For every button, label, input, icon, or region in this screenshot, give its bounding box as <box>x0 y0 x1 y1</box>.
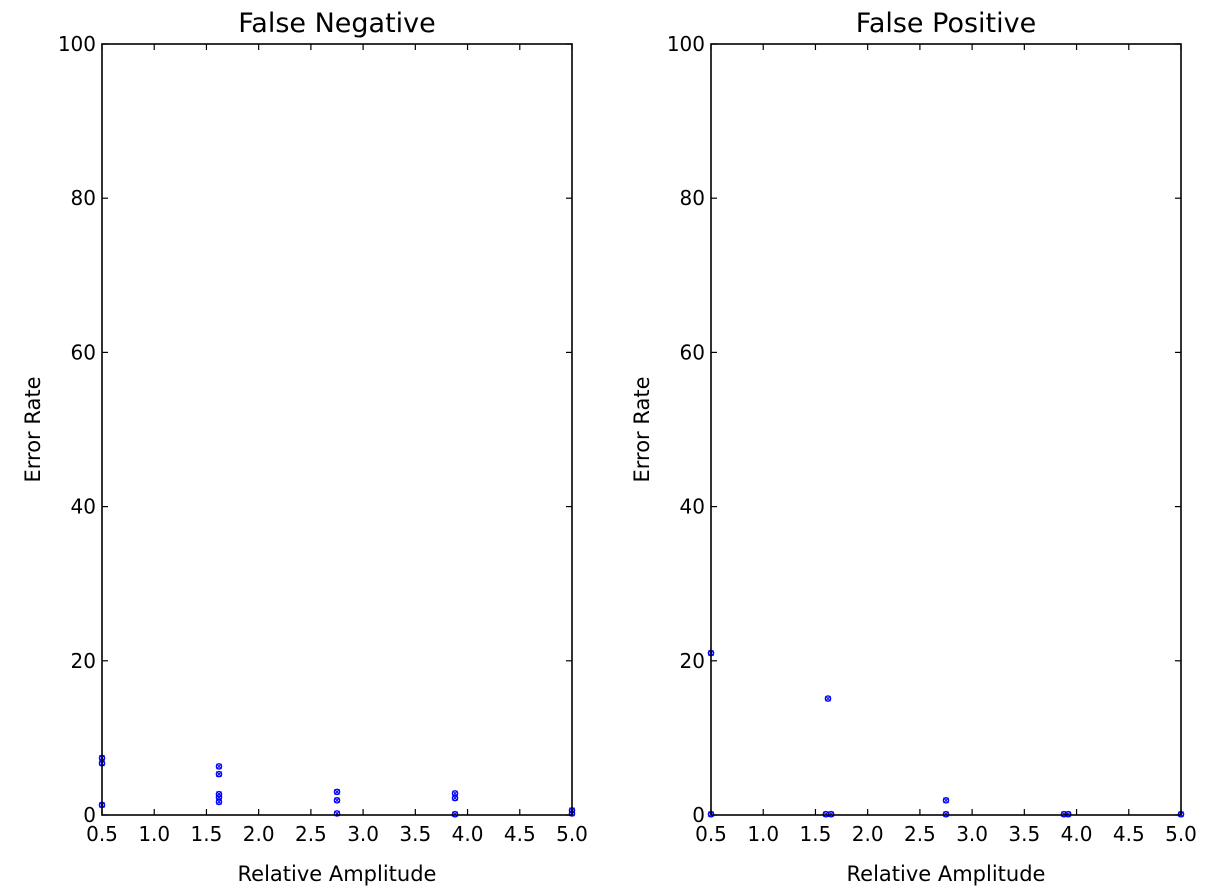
false-positive-title: False Positive <box>856 8 1036 39</box>
false-positive-x-tick-label: 4.5 <box>1113 822 1145 846</box>
false-negative-x-tick-label: 3.5 <box>399 822 431 846</box>
false-negative-y-tick-label: 100 <box>58 32 96 56</box>
false-negative-points <box>98 754 576 818</box>
false-negative-y-tick-label: 80 <box>71 186 96 210</box>
false-negative-data-point <box>215 770 223 778</box>
false-negative-x-tick-label: 4.0 <box>452 822 484 846</box>
false-negative-x-tick-label: 3.0 <box>347 822 379 846</box>
false-negative-x-tick-label: 4.5 <box>504 822 536 846</box>
false-positive-x-tick-label: 4.0 <box>1061 822 1093 846</box>
false-negative-ticks: 0.5 1.0 1.5 2.0 2.5 3.0 3.5 4.0 4.5 5.0 0 20 40 60 80 1… <box>58 32 588 846</box>
false-positive-x-tick-label: 3.5 <box>1008 822 1040 846</box>
false-positive-y-tick-label: 80 <box>680 186 705 210</box>
false-positive-ticks: 0.5 1.0 1.5 2.0 2.5 3.0 3.5 4.0 4.5 5.0 0 20 40 60 80 1… <box>667 32 1197 846</box>
false-positive-plot-frame <box>710 43 1182 816</box>
false-negative-panel: False Negative Relative Amplitude Error … <box>21 8 588 886</box>
false-positive-y-tick-label: 100 <box>667 32 705 56</box>
false-negative-plot-frame <box>101 43 573 816</box>
false-negative-data-point <box>215 798 223 806</box>
false-positive-x-tick-label: 0.5 <box>695 822 727 846</box>
false-negative-y-tick-label: 0 <box>83 803 96 827</box>
false-negative-y-tick-label: 60 <box>71 340 96 364</box>
false-positive-data-point <box>824 695 832 702</box>
false-positive-x-tick-label: 1.0 <box>747 822 779 846</box>
false-negative-data-point <box>333 797 341 804</box>
false-negative-x-axis-label: Relative Amplitude <box>238 862 437 886</box>
false-positive-y-tick-label: 20 <box>680 649 705 673</box>
false-negative-y-axis-label: Error Rate <box>21 376 45 482</box>
false-negative-data-point <box>215 763 223 770</box>
false-positive-panel: False Positive Relative Amplitude Error … <box>630 8 1197 886</box>
false-negative-x-tick-label: 5.0 <box>556 822 588 846</box>
false-positive-data-point <box>942 797 950 804</box>
false-negative-x-tick-label: 1.5 <box>191 822 223 846</box>
false-positive-x-axis-label: Relative Amplitude <box>847 862 1046 886</box>
false-negative-data-point <box>333 788 341 796</box>
false-positive-y-tick-label: 60 <box>680 340 705 364</box>
false-negative-x-tick-label: 2.5 <box>295 822 327 846</box>
false-positive-x-tick-label: 2.0 <box>852 822 884 846</box>
false-negative-x-tick-label: 0.5 <box>86 822 118 846</box>
false-negative-title: False Negative <box>238 8 436 39</box>
false-negative-x-tick-label: 2.0 <box>243 822 275 846</box>
false-positive-x-tick-label: 1.5 <box>800 822 832 846</box>
false-negative-data-point <box>451 794 459 802</box>
false-positive-x-tick-label: 2.5 <box>904 822 936 846</box>
false-positive-x-tick-label: 5.0 <box>1165 822 1197 846</box>
false-negative-y-tick-label: 40 <box>71 495 96 519</box>
false-positive-y-tick-label: 0 <box>692 803 705 827</box>
false-positive-y-tick-label: 40 <box>680 495 705 519</box>
false-negative-y-tick-label: 20 <box>71 649 96 673</box>
false-negative-x-tick-label: 1.0 <box>138 822 170 846</box>
false-positive-x-tick-label: 3.0 <box>956 822 988 846</box>
false-positive-points <box>707 649 1185 818</box>
false-positive-y-axis-label: Error Rate <box>630 376 654 482</box>
